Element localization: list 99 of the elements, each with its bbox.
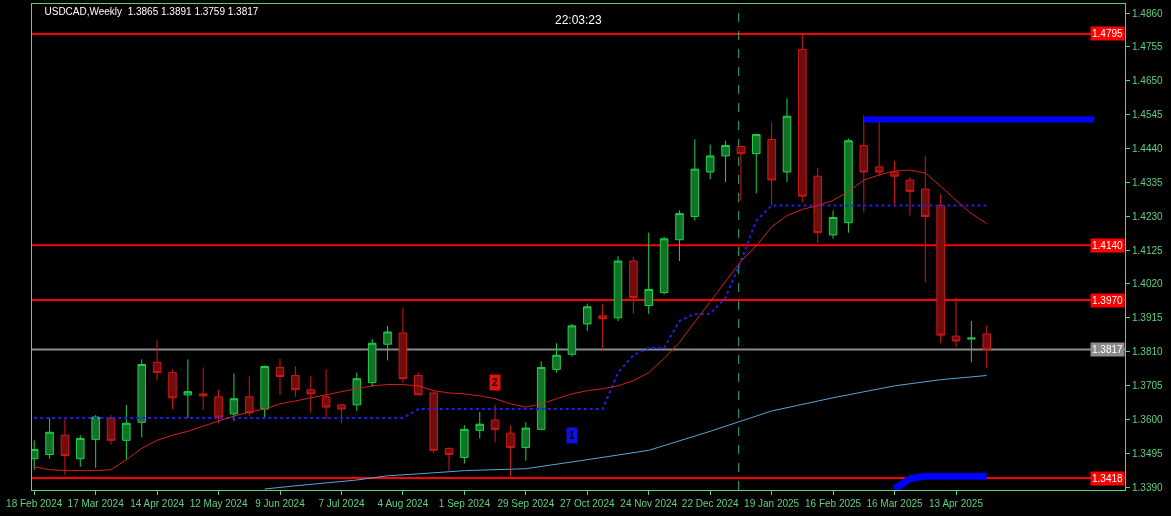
- candlestick: [183, 358, 193, 419]
- y-tick-label: 1.4440: [1132, 142, 1164, 154]
- candlestick: [675, 209, 684, 262]
- x-tick-label: 19 Jan 2025: [744, 498, 800, 509]
- y-tick-label: 1.3600: [1132, 413, 1164, 425]
- candlestick: [398, 307, 408, 384]
- candlestick: [32, 439, 39, 471]
- candlestick: [352, 372, 362, 412]
- annotation: 1: [569, 430, 575, 441]
- y-tick-label: 1.3495: [1132, 447, 1164, 459]
- y-tick-label: 1.4020: [1132, 278, 1164, 290]
- candlestick: [106, 414, 116, 446]
- candlestick: [321, 368, 331, 420]
- candlestick: [152, 339, 162, 382]
- candlestick: [936, 193, 945, 344]
- ref-line-label: 1.3970: [1092, 295, 1124, 306]
- annotation: 22:03:23: [555, 13, 603, 27]
- candlestick: [798, 32, 807, 203]
- candlestick: [644, 232, 653, 315]
- chart-title: USDCAD,Weekly 1.3865 1.3891 1.3759 1.3817: [44, 5, 259, 17]
- candlestick: [76, 434, 85, 468]
- candlestick: [659, 236, 669, 296]
- candlestick: [291, 365, 300, 398]
- ref-line-label: 1.4795: [1092, 28, 1124, 39]
- candlestick: [414, 372, 423, 396]
- y-tick-label: 1.3390: [1132, 481, 1164, 493]
- x-tick-label: 18 Feb 2024: [6, 498, 63, 509]
- candlestick: [367, 338, 377, 388]
- x-tick-label: 17 Mar 2024: [67, 498, 125, 509]
- x-tick-label: 29 Sep 2024: [497, 498, 555, 509]
- y-tick-label: 1.4650: [1132, 75, 1164, 87]
- x-tick-label: 14 Apr 2024: [130, 498, 185, 509]
- y-tick-label: 1.4335: [1132, 176, 1164, 188]
- candlestick: [844, 137, 853, 234]
- candlestick: [521, 421, 531, 462]
- candlestick: [460, 424, 469, 465]
- candlestick: [306, 375, 315, 414]
- candlestick: [705, 144, 715, 180]
- candlestick: [229, 373, 239, 422]
- candlestick: [552, 342, 561, 374]
- line-series: [264, 375, 988, 490]
- x-tick-label: 12 May 2024: [189, 498, 248, 509]
- candlestick: [137, 358, 146, 438]
- candlestick: [444, 446, 454, 472]
- candlestick: [721, 140, 730, 183]
- y-tick-label: 1.4860: [1132, 7, 1164, 19]
- x-tick-label: 7 Jul 2024: [318, 498, 365, 509]
- y-tick-label: 1.3705: [1132, 380, 1164, 392]
- candlestick: [690, 138, 700, 222]
- candlestick: [905, 176, 915, 217]
- x-tick-label: 4 Aug 2024: [377, 498, 429, 509]
- candlestick: [767, 121, 776, 207]
- y-tick-label: 1.4125: [1132, 244, 1164, 256]
- candlestick: [567, 323, 577, 357]
- x-tick-label: 22 Dec 2024: [681, 498, 739, 509]
- candlestick: [429, 390, 438, 455]
- x-tick-label: 9 Jun 2024: [255, 498, 306, 509]
- x-tick-label: 16 Mar 2025: [866, 498, 924, 509]
- candlestick: [383, 325, 392, 361]
- candlestick: [536, 360, 546, 430]
- annotation: 2: [492, 377, 498, 388]
- y-tick-label: 1.4545: [1132, 109, 1164, 121]
- candlestick: [490, 404, 500, 443]
- candlestick: [951, 296, 961, 348]
- line-series: [33, 204, 988, 420]
- ref-line-label: 1.4140: [1092, 240, 1124, 251]
- candlestick: [828, 209, 838, 240]
- candlestick: [214, 389, 223, 424]
- x-tick-label: 16 Feb 2025: [805, 498, 862, 509]
- candlestick: [198, 366, 208, 411]
- candlestick: [583, 303, 592, 332]
- candlestick: [91, 414, 100, 469]
- candlestick: [736, 145, 746, 201]
- candlestick: [613, 255, 623, 322]
- candlestick: [45, 417, 54, 460]
- candlestick: [598, 303, 607, 350]
- y-tick-label: 1.4755: [1132, 41, 1164, 53]
- candlestick: [782, 97, 792, 183]
- x-tick-label: 27 Oct 2024: [560, 498, 615, 509]
- candlestick: [337, 403, 346, 424]
- x-tick-label: 13 Apr 2025: [929, 498, 984, 509]
- candlestick: [122, 404, 131, 461]
- candlestick: [982, 325, 991, 369]
- candlestick: [168, 368, 177, 410]
- y-tick-label: 1.4230: [1132, 210, 1164, 222]
- candlestick: [260, 365, 269, 420]
- x-tick-label: 24 Nov 2024: [620, 498, 678, 509]
- ref-line-label: 1.3418: [1092, 473, 1124, 484]
- y-tick-label: 1.3810: [1132, 346, 1164, 358]
- candlestick: [506, 424, 515, 478]
- x-tick-label: 1 Sep 2024: [438, 498, 491, 509]
- candlestick: [752, 133, 761, 194]
- y-tick-label: 1.3915: [1132, 312, 1164, 324]
- candlestick: [275, 357, 285, 396]
- candlestick: [967, 320, 976, 363]
- candlestick: [629, 256, 638, 315]
- candlestick: [475, 411, 484, 439]
- candlestick: [245, 375, 254, 417]
- ref-line-label: 1.3817: [1092, 344, 1124, 355]
